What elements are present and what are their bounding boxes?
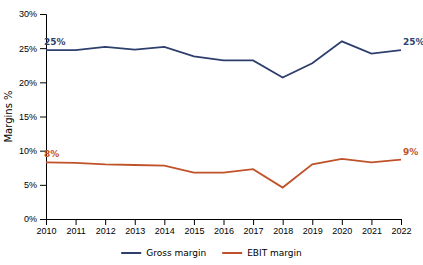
legend-swatch — [222, 252, 242, 254]
x-tick: 2011 — [66, 219, 85, 236]
chart: 2010 2011 2012 2013 2014 2015 2016 2017 2018 2019… — [0, 0, 423, 265]
legend-label: Gross margin — [146, 248, 206, 258]
x-tick-label: 2014 — [155, 226, 175, 236]
x-tick-label: 2015 — [184, 226, 204, 236]
annotation: 25% — [44, 37, 66, 47]
x-tick: 2022 — [391, 219, 411, 236]
x-tick-mark — [164, 219, 165, 225]
x-tick-label: 2012 — [96, 226, 116, 236]
x-axis: 2010 2011 2012 2013 2014 2015 2016 2017 2018 2019… — [36, 219, 411, 236]
y-tick: 25% — [19, 44, 46, 54]
y-tick: 5% — [24, 180, 46, 190]
y-axis: 0% 5% 10% 15% 20% 25% 30% — [19, 9, 47, 224]
y-tick-mark — [40, 185, 46, 186]
annotation: 9% — [403, 147, 418, 157]
legend-item: EBIT margin — [222, 248, 302, 258]
series-line — [46, 41, 401, 77]
x-tick-label: 2018 — [273, 226, 293, 236]
y-tick-label: 5% — [24, 180, 37, 190]
legend: Gross margin EBIT margin — [121, 248, 302, 258]
x-tick-label: 2016 — [214, 226, 234, 236]
lines — [46, 41, 401, 187]
y-tick: 20% — [19, 78, 46, 88]
legend-swatch — [121, 252, 141, 254]
annotation: 25% — [403, 37, 423, 47]
annotations: 25% 25% 8% 9% — [44, 37, 423, 159]
x-tick-mark — [105, 219, 106, 225]
x-tick-mark — [371, 219, 372, 225]
legend-label: EBIT margin — [247, 248, 302, 258]
y-tick: 15% — [19, 112, 46, 122]
annotation: 8% — [44, 149, 59, 159]
y-tick: 0% — [24, 214, 46, 224]
y-tick-label: 20% — [19, 78, 37, 88]
x-tick-label: 2020 — [332, 226, 352, 236]
y-tick-mark — [40, 14, 46, 15]
x-tick: 2015 — [184, 219, 204, 236]
y-tick-label: 15% — [19, 112, 37, 122]
y-tick: 10% — [19, 146, 46, 156]
x-tick-label: 2010 — [36, 226, 56, 236]
x-tick: 2010 — [36, 219, 56, 236]
x-tick: 2018 — [273, 219, 293, 236]
x-tick: 2016 — [214, 219, 234, 236]
legend-item: Gross margin — [121, 248, 206, 258]
x-tick: 2012 — [96, 219, 116, 236]
x-tick-label: 2013 — [125, 226, 145, 236]
x-tick-mark — [401, 219, 402, 225]
y-tick-label: 25% — [19, 44, 37, 54]
x-tick: 2020 — [332, 219, 352, 236]
x-tick-mark — [194, 219, 195, 225]
x-tick-mark — [283, 219, 284, 225]
y-tick-label: 10% — [19, 146, 37, 156]
series-line — [46, 159, 401, 188]
x-tick-label: 2021 — [362, 226, 382, 236]
y-tick-label: 30% — [19, 9, 37, 19]
x-tick: 2014 — [155, 219, 175, 236]
y-tick-mark — [40, 48, 46, 49]
x-tick: 2019 — [303, 219, 323, 236]
y-axis-title: Margins % — [3, 90, 14, 142]
y-tick: 30% — [19, 9, 46, 19]
x-tick-mark — [342, 219, 343, 225]
x-tick-label: 2017 — [244, 226, 264, 236]
x-tick: 2017 — [244, 219, 264, 236]
y-tick-mark — [40, 82, 46, 83]
y-tick-label: 0% — [24, 214, 37, 224]
x-tick-mark — [135, 219, 136, 225]
x-tick-label: 2011 — [66, 226, 85, 236]
x-tick: 2013 — [125, 219, 145, 236]
plot: 2010 2011 2012 2013 2014 2015 2016 2017 2018 2019… — [19, 9, 423, 236]
x-tick-mark — [312, 219, 313, 225]
x-tick: 2021 — [362, 219, 382, 236]
x-tick-mark — [253, 219, 254, 225]
y-tick-mark — [40, 219, 46, 220]
y-tick-mark — [40, 117, 46, 118]
x-tick-mark — [224, 219, 225, 225]
x-axis-line — [47, 220, 402, 226]
x-tick-mark — [76, 219, 77, 225]
x-tick-label: 2022 — [391, 226, 411, 236]
x-tick-label: 2019 — [303, 226, 323, 236]
